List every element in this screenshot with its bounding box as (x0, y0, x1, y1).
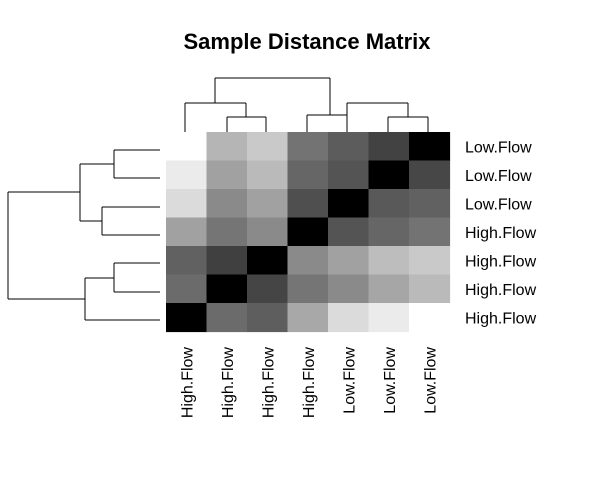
heatmap-cell (166, 274, 208, 304)
heatmap-cell (206, 160, 248, 190)
heatmap-cell (328, 217, 370, 247)
heatmap-cell (409, 217, 451, 247)
heatmap-cell (328, 274, 370, 304)
row-label: Low.Flow (465, 196, 532, 213)
heatmap-cell (247, 132, 289, 162)
heatmap-cell (287, 132, 329, 162)
heatmap-cell (368, 246, 410, 276)
column-label: Low.Flow (341, 347, 358, 414)
heatmap-cell (368, 132, 410, 162)
heatmap-cell (328, 246, 370, 276)
heatmap-cell (409, 189, 451, 219)
chart-title: Sample Distance Matrix (184, 29, 432, 54)
heatmap-cell (328, 160, 370, 190)
heatmap-cell (166, 303, 208, 333)
row-label: High.Flow (465, 282, 537, 299)
heatmap-cell (206, 217, 248, 247)
row-label: Low.Flow (465, 139, 532, 156)
heatmap-cell (247, 274, 289, 304)
heatmap-cell (287, 274, 329, 304)
heatmap-cell (287, 160, 329, 190)
heatmap-cell (328, 132, 370, 162)
heatmap-cell (287, 217, 329, 247)
heatmap-cell (368, 303, 410, 333)
heatmap-cell (368, 189, 410, 219)
heatmap-cell (409, 303, 451, 333)
heatmap-cell (206, 132, 248, 162)
row-dendrogram (7, 149, 160, 321)
heatmap-cell (206, 303, 248, 333)
heatmap-cell (206, 274, 248, 304)
column-label: High.Flow (179, 347, 196, 419)
heatmap-cell (166, 160, 208, 190)
heatmap-cell (247, 189, 289, 219)
heatmap-cell (409, 132, 451, 162)
heatmap-cell (247, 246, 289, 276)
column-label: High.Flow (260, 347, 277, 419)
heatmap-cell (287, 303, 329, 333)
heatmap-cell (328, 189, 370, 219)
heatmap-cell (166, 217, 208, 247)
row-labels: Low.Flow Low.Flow Low.Flow High.Flow High.Fl… (465, 139, 537, 327)
heatmap-cell (368, 274, 410, 304)
column-label: Low.Flow (422, 347, 439, 414)
row-label: Low.Flow (465, 168, 532, 185)
heatmap-cell (287, 246, 329, 276)
heatmap-cell (247, 303, 289, 333)
heatmap-cell (409, 246, 451, 276)
heatmap-cell (368, 217, 410, 247)
column-dendrogram (184, 77, 429, 132)
heatmap-cell (166, 189, 208, 219)
heatmap-cell (409, 160, 451, 190)
heatmap-cell (328, 303, 370, 333)
heatmap-cell (247, 160, 289, 190)
heatmap-cell (409, 274, 451, 304)
heatmap-cell (206, 246, 248, 276)
heatmap-cell (368, 160, 410, 190)
column-label: High.Flow (301, 347, 318, 419)
column-label: Low.Flow (382, 347, 399, 414)
heatmap-cell (166, 246, 208, 276)
row-label: High.Flow (465, 310, 537, 327)
heatmap-cell (166, 132, 208, 162)
heatmap-cell (247, 217, 289, 247)
row-label: High.Flow (465, 253, 537, 270)
heatmap-cell (287, 189, 329, 219)
heatmap-cell (206, 189, 248, 219)
row-label: High.Flow (465, 225, 537, 242)
heatmap-cells (166, 132, 451, 333)
column-label: High.Flow (220, 347, 237, 419)
column-labels: High.Flow High.Flow High.Flow High.Flow Low.… (179, 347, 439, 419)
